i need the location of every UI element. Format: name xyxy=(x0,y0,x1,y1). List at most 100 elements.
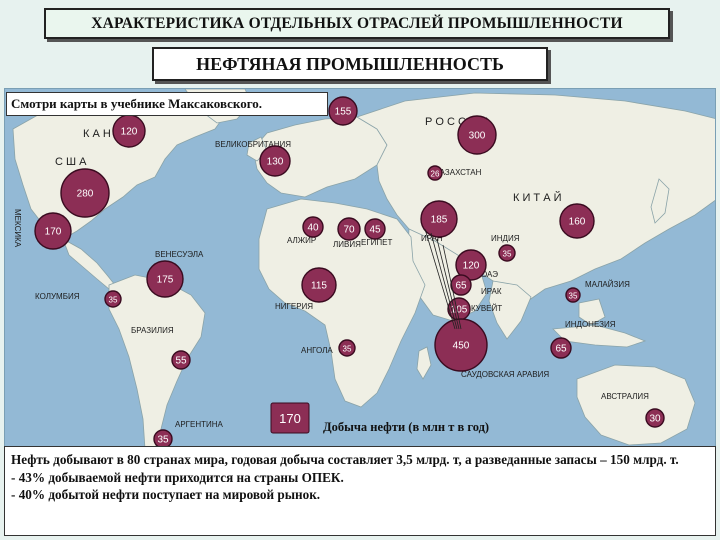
producer-circle-uk xyxy=(259,145,291,177)
producer-circle-russia-north xyxy=(328,96,358,126)
pointer-line-2 xyxy=(436,238,460,330)
slide-subtitle: НЕФТЯНАЯ ПРОМЫШЛЕННОСТЬ xyxy=(152,47,548,81)
producer-circle-egypt xyxy=(364,218,386,240)
borneo xyxy=(578,298,606,326)
producer-circle-angola xyxy=(338,339,356,357)
producer-value-australia: 30 xyxy=(649,414,661,425)
legend-value: 170 xyxy=(279,411,301,426)
producer-value-indonesia: 65 xyxy=(555,344,567,355)
country-label-liviya: ЛИВИЯ xyxy=(333,240,361,249)
producer-value-brazil: 55 xyxy=(175,356,187,367)
producer-value-canada: 120 xyxy=(121,127,138,138)
japan xyxy=(650,178,670,224)
producer-russia-north: 155 xyxy=(328,96,358,126)
producer-circle-usa xyxy=(60,168,110,218)
producer-circle-malaysia xyxy=(565,287,581,303)
producer-brazil: 55 xyxy=(171,350,191,370)
country-label-saudovskaya: САУДОВСКАЯ АРАВИЯ xyxy=(461,370,549,379)
fact-line-2: - 43% добываемой нефти приходится на стр… xyxy=(11,469,344,485)
land-masses xyxy=(12,89,715,447)
producer-circle-china xyxy=(559,203,595,239)
country-label-meksika: МЕКСИКА xyxy=(13,209,22,248)
producer-egypt: 45 xyxy=(364,218,386,240)
australia xyxy=(576,364,696,446)
producer-value-uk: 130 xyxy=(267,157,284,168)
producer-mexico: 170 xyxy=(34,212,72,250)
producer-kazakhstan: 26 xyxy=(427,165,443,181)
country-label-alzhir: АЛЖИР xyxy=(287,236,316,245)
legend-swatch xyxy=(270,402,310,434)
producer-nigeria: 115 xyxy=(301,267,337,303)
producer-circle-australia xyxy=(645,408,665,428)
slide-subtitle-text: НЕФТЯНАЯ ПРОМЫШЛЕННОСТЬ xyxy=(196,53,504,74)
country-label-velikobritaniya: ВЕЛИКОБРИТАНИЯ xyxy=(215,140,291,149)
producer-uae: 120 xyxy=(455,249,487,281)
indian-subcontinent xyxy=(488,280,532,340)
country-label-ssha: С Ш А xyxy=(55,156,87,168)
producer-value-colombia: 35 xyxy=(109,296,118,305)
slide-title: ХАРАКТЕРИСТИКА ОТДЕЛЬНЫХ ОТРАСЛЕЙ ПРОМЫШ… xyxy=(44,8,670,39)
producer-algeria: 40 xyxy=(302,216,324,238)
producer-value-uae: 120 xyxy=(463,261,480,272)
producer-circle-kazakhstan xyxy=(427,165,443,181)
producer-circle-colombia xyxy=(104,290,122,308)
country-label-malayziya: МАЛАЙЗИЯ xyxy=(585,280,630,289)
producer-argentina: 35 xyxy=(153,429,173,447)
producer-circle-libya xyxy=(337,217,361,241)
country-label-venesuela: ВЕНЕСУЭЛА xyxy=(155,250,204,259)
producer-canada: 120 xyxy=(112,114,146,148)
facts-panel: Нефть добывают в 80 странах мира, годова… xyxy=(4,446,716,536)
producer-malaysia: 35 xyxy=(565,287,581,303)
producer-value-india: 35 xyxy=(503,250,512,259)
producer-value-kazakhstan: 26 xyxy=(431,170,440,179)
producer-value-argentina: 35 xyxy=(157,435,169,446)
producer-value-usa: 280 xyxy=(77,189,94,200)
slide-title-text: ХАРАКТЕРИСТИКА ОТДЕЛЬНЫХ ОТРАСЛЕЙ ПРОМЫШ… xyxy=(91,14,623,32)
producer-india: 35 xyxy=(498,244,516,262)
country-label-angola: АНГОЛА xyxy=(301,346,333,355)
country-label-argentina: АРГЕНТИНА xyxy=(175,420,224,429)
country-label-indoneziya: ИНДОНЕЗИЯ xyxy=(565,320,616,329)
producer-usa: 280 xyxy=(60,168,110,218)
textbook-note-text: Смотри карты в учебнике Максаковского. xyxy=(11,96,263,111)
country-label-avstraliya: АВСТРАЛИЯ xyxy=(601,392,649,401)
producer-value-mexico: 170 xyxy=(45,227,62,238)
pointer-line-1 xyxy=(430,232,458,330)
producer-value-china: 160 xyxy=(569,217,586,228)
producer-circle-iran xyxy=(420,200,458,238)
madagascar xyxy=(416,346,432,380)
producer-circle-nigeria xyxy=(301,267,337,303)
producer-value-russia: 300 xyxy=(469,131,486,142)
producer-angola: 35 xyxy=(338,339,356,357)
producer-circle-indonesia xyxy=(550,337,572,359)
pointer-line-0 xyxy=(424,228,456,330)
producer-iran: 185 xyxy=(420,200,458,238)
pointer-lines xyxy=(424,228,462,330)
producer-value-nigeria: 115 xyxy=(311,281,327,292)
producer-value-russia-north: 155 xyxy=(335,107,352,118)
producer-circle-algeria xyxy=(302,216,324,238)
producer-venezuela: 175 xyxy=(146,260,184,298)
producer-australia: 30 xyxy=(645,408,665,428)
producer-indonesia: 65 xyxy=(550,337,572,359)
producer-kuwait: 105 xyxy=(447,297,471,321)
producer-circles: 120 155 300 130 280 170 26 185 160 40 70 45 120 35 175… xyxy=(34,96,665,447)
producer-circle-argentina xyxy=(153,429,173,447)
producer-circle-russia xyxy=(457,115,497,155)
country-label-kitay: К И Т А Й xyxy=(513,191,562,204)
producer-circle-brazil xyxy=(171,350,191,370)
map-canvas: К А Н А Д АС Ш АМЕКСИКАВЕНЕСУЭЛАКОЛУМБИЯ… xyxy=(5,89,715,447)
country-label-kuveyt: КУВЕЙТ xyxy=(471,304,502,313)
country-label-indiya: ИНДИЯ xyxy=(491,234,520,243)
producer-value-iran: 185 xyxy=(431,215,448,226)
country-label-oae: ОАЭ xyxy=(481,270,498,279)
producer-value-malaysia: 35 xyxy=(569,292,578,301)
country-label-egipet: ЕГИПЕТ xyxy=(361,238,393,247)
africa xyxy=(258,198,426,408)
fact-line-3: - 40% добытой нефти поступает на мировой… xyxy=(11,487,321,502)
textbook-note: Смотри карты в учебнике Максаковского. xyxy=(6,92,328,116)
fact-line-1: Нефть добывают в 80 странах мира, годова… xyxy=(11,452,679,467)
country-label-irak: ИРАК xyxy=(481,287,502,296)
legend: 170 Добыча нефти (в млн т в год) xyxy=(270,402,489,434)
